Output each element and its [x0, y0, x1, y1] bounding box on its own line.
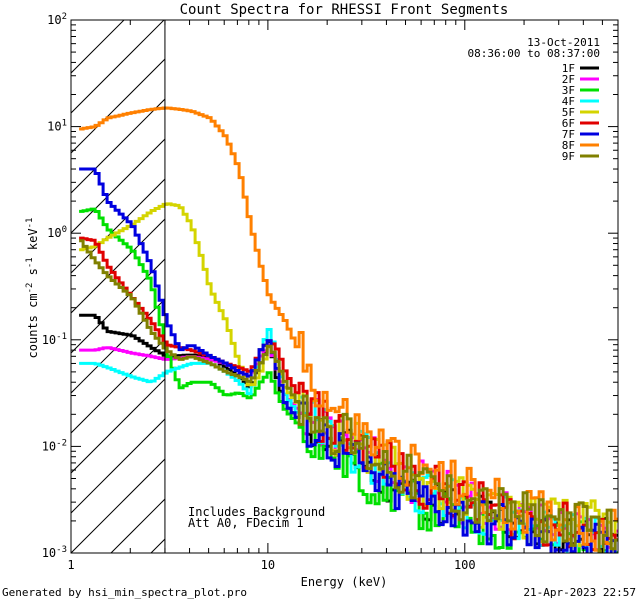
- legend-label-1F: 1F: [562, 62, 575, 75]
- timestamp: 21-Apr-2023 22:57: [523, 586, 636, 599]
- annotation-background: Includes Background: [188, 505, 325, 519]
- x-tick-label: 100: [454, 558, 476, 572]
- time-range-label: 08:36:00 to 08:37:00: [468, 47, 600, 60]
- ylabel-part: counts cm: [26, 293, 40, 358]
- y-axis-label: counts cm-2 s-1 keV-1: [25, 218, 40, 359]
- generated-by: Generated by hsi_min_spectra_plot.pro: [2, 586, 247, 599]
- x-tick-labels: 1 10 100: [67, 558, 475, 572]
- series-line-9F: [79, 239, 618, 553]
- hatch-line: [511, 0, 640, 553]
- annotation-attenuator: Att A0, FDecim 1: [188, 516, 304, 530]
- y-tick-label: 100: [47, 225, 67, 240]
- chart-title: Count Spectra for RHESSI Front Segments: [180, 2, 509, 18]
- hatch-line: [71, 378, 165, 474]
- y-tick-label: 10-3: [42, 545, 67, 560]
- ylabel-part: keV: [26, 228, 40, 257]
- series-line-7F: [79, 167, 617, 553]
- hatch-line: [71, 20, 125, 74]
- legend-label-2F: 2F: [562, 73, 575, 86]
- y-tick-label: 101: [47, 119, 67, 134]
- legend-label-6F: 6F: [562, 117, 575, 130]
- axis-ticks: [70, 19, 619, 554]
- legend-label-5F: 5F: [562, 106, 575, 119]
- excluded-region-hatch: [71, 0, 640, 553]
- y-tick-label: 10-1: [42, 332, 67, 347]
- plot-frame: [70, 19, 619, 554]
- legend-label-4F: 4F: [562, 95, 575, 108]
- x-tick-label: 1: [67, 558, 74, 572]
- hatch-line: [71, 138, 165, 234]
- ylabel-part: s: [26, 268, 40, 282]
- hatch-line: [71, 20, 165, 114]
- legend-label-7F: 7F: [562, 128, 575, 141]
- ylabel-sup: -1: [25, 218, 35, 229]
- hatch-line: [71, 218, 165, 314]
- x-axis-label: Energy (keV): [301, 575, 388, 589]
- x-tick-label: 10: [261, 558, 275, 572]
- y-tick-label: 10-2: [42, 438, 67, 453]
- date-label: 13-Oct-2011: [527, 36, 600, 49]
- hatch-lines: [71, 0, 640, 553]
- ylabel-sup: -2: [25, 283, 35, 294]
- hatch-line: [431, 0, 640, 553]
- hatch-line: [71, 178, 165, 274]
- legend-label-9F: 9F: [562, 150, 575, 163]
- y-tick-labels: 10-3 10-2 10-1 100 101 102: [42, 12, 67, 560]
- legend-label-8F: 8F: [562, 139, 575, 152]
- hatch-line: [631, 0, 640, 553]
- ylabel-sup: -1: [25, 257, 35, 268]
- hatch-line: [71, 418, 165, 514]
- y-tick-label: 102: [47, 12, 67, 27]
- legend-label-3F: 3F: [562, 84, 575, 97]
- hatch-line: [71, 58, 165, 154]
- series-lines: [79, 106, 618, 553]
